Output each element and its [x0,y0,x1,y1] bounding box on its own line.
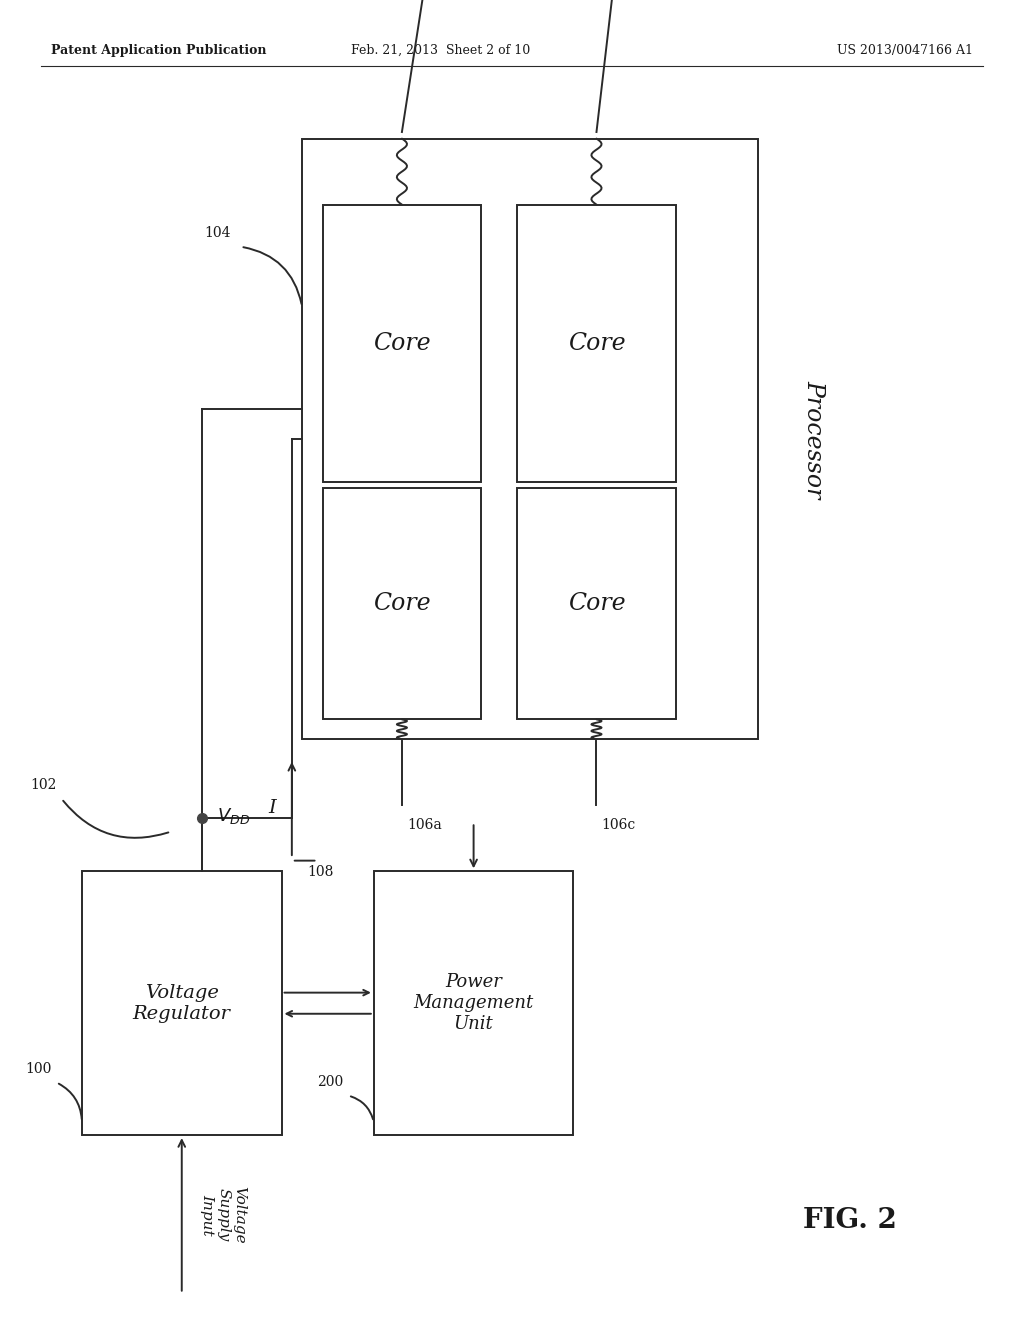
Bar [323,205,481,482]
Text: 100: 100 [25,1063,51,1076]
Text: 108: 108 [307,865,334,879]
Text: Power
Management
Unit: Power Management Unit [414,973,534,1034]
Text: Voltage
Supply
Input: Voltage Supply Input [200,1185,247,1243]
Text: Core: Core [567,331,626,355]
Text: 200: 200 [316,1076,343,1089]
Bar [302,139,758,739]
Text: Patent Application Publication: Patent Application Publication [51,44,266,57]
Bar [323,488,481,719]
Text: Voltage
Regulator: Voltage Regulator [133,983,230,1023]
Text: Core: Core [373,331,431,355]
Text: 106c: 106c [602,818,636,833]
Bar [82,871,282,1135]
Text: Core: Core [373,593,431,615]
Text: US 2013/0047166 A1: US 2013/0047166 A1 [837,44,973,57]
Text: Feb. 21, 2013  Sheet 2 of 10: Feb. 21, 2013 Sheet 2 of 10 [350,44,530,57]
Text: 102: 102 [30,779,56,792]
Text: Core: Core [567,593,626,615]
Text: $V_{DD}$: $V_{DD}$ [217,805,250,826]
Text: I: I [268,800,276,817]
Bar [517,488,676,719]
Bar [517,205,676,482]
Text: 104: 104 [204,226,230,240]
Bar [374,871,573,1135]
Text: Processor: Processor [803,380,825,498]
Text: 106a: 106a [408,818,441,833]
Text: FIG. 2: FIG. 2 [803,1208,897,1234]
